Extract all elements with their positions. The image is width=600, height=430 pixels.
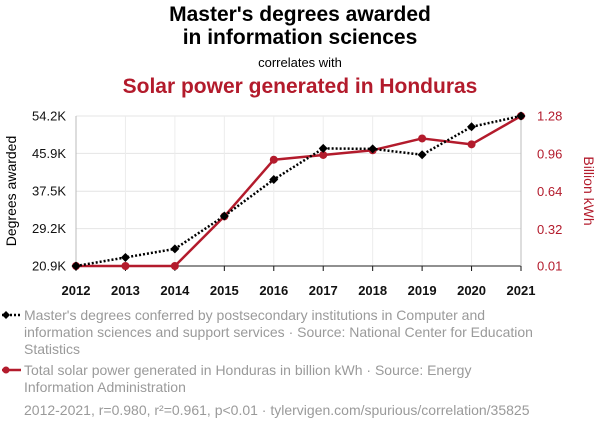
chart-title-line2: in information sciences bbox=[182, 26, 418, 49]
series1-point bbox=[368, 144, 378, 154]
x-tick-label: 2014 bbox=[160, 283, 190, 298]
series2-point bbox=[418, 134, 427, 143]
y-right-tick-label: 0.96 bbox=[537, 146, 562, 161]
series2-line bbox=[76, 114, 522, 268]
series2-point bbox=[170, 262, 179, 270]
series2-point bbox=[319, 150, 328, 159]
y-left-tick-label: 37.5K bbox=[32, 184, 66, 199]
series2-point bbox=[467, 140, 476, 149]
y-left-axis-title: Degrees awarded bbox=[3, 136, 19, 247]
chart-subtitle: correlates with bbox=[258, 55, 342, 70]
series1-point bbox=[170, 244, 180, 254]
chart-titles: Master's degrees awarded in information … bbox=[0, 0, 600, 99]
grid bbox=[75, 115, 522, 267]
series1-point bbox=[269, 175, 279, 185]
x-tick-label: 2012 bbox=[62, 283, 91, 298]
series2-point bbox=[269, 155, 278, 164]
x-tick-label: 2016 bbox=[259, 283, 288, 298]
series2-point bbox=[121, 262, 130, 270]
y-right-tick-label: 0.64 bbox=[537, 184, 562, 199]
legend-text-series1: Master's degrees conferred by postsecond… bbox=[24, 307, 533, 357]
y-right-axis-title: Billion kWh bbox=[581, 156, 597, 225]
series1-point bbox=[120, 252, 130, 262]
y-left-tick-label: 20.9K bbox=[32, 259, 66, 274]
y-left-tick-label: 45.9K bbox=[32, 146, 66, 161]
series1-point bbox=[467, 122, 477, 132]
x-tick-label: 2015 bbox=[210, 283, 239, 298]
x-tick-label: 2021 bbox=[507, 283, 536, 298]
legend-marker-series1 bbox=[2, 311, 21, 319]
series1-point bbox=[516, 111, 526, 121]
chart-title-line1: Master's degrees awarded bbox=[169, 3, 431, 26]
series1-point bbox=[318, 143, 328, 153]
y-right-tick-label: 1.28 bbox=[537, 109, 562, 124]
y-left-tick-label: 54.2K bbox=[32, 109, 66, 124]
series1-point bbox=[71, 261, 81, 271]
legend-text-series2: Total solar power generated in Honduras … bbox=[24, 362, 472, 395]
y-right-tick-label: 0.01 bbox=[537, 259, 562, 274]
axes: 20.9K 29.2K 37.5K 45.9K 54.2K 0.01 0.32 0.64 0.9… bbox=[3, 109, 597, 299]
chart-marks bbox=[71, 111, 526, 271]
chart-area: 20.9K 29.2K 37.5K 45.9K 54.2K 0.01 0.32 0.64 0.9… bbox=[3, 109, 597, 299]
chart-title-secondary: Solar power generated in Honduras bbox=[122, 75, 478, 98]
legend-marker-series2 bbox=[2, 366, 21, 374]
x-tick-label: 2019 bbox=[408, 283, 437, 298]
y-right-tick-label: 0.32 bbox=[537, 222, 562, 237]
x-tick-label: 2020 bbox=[457, 283, 486, 298]
y-left-tick-label: 29.2K bbox=[32, 221, 66, 236]
x-tick-label: 2013 bbox=[111, 283, 140, 298]
x-tick-label: 2017 bbox=[309, 283, 338, 298]
x-tick-label: 2018 bbox=[358, 283, 387, 298]
footer-stats: 2012-2021, r=0.980, r²=0.961, p<0.01 · t… bbox=[24, 402, 530, 418]
series1-point bbox=[219, 211, 229, 221]
series1-point bbox=[417, 150, 427, 160]
